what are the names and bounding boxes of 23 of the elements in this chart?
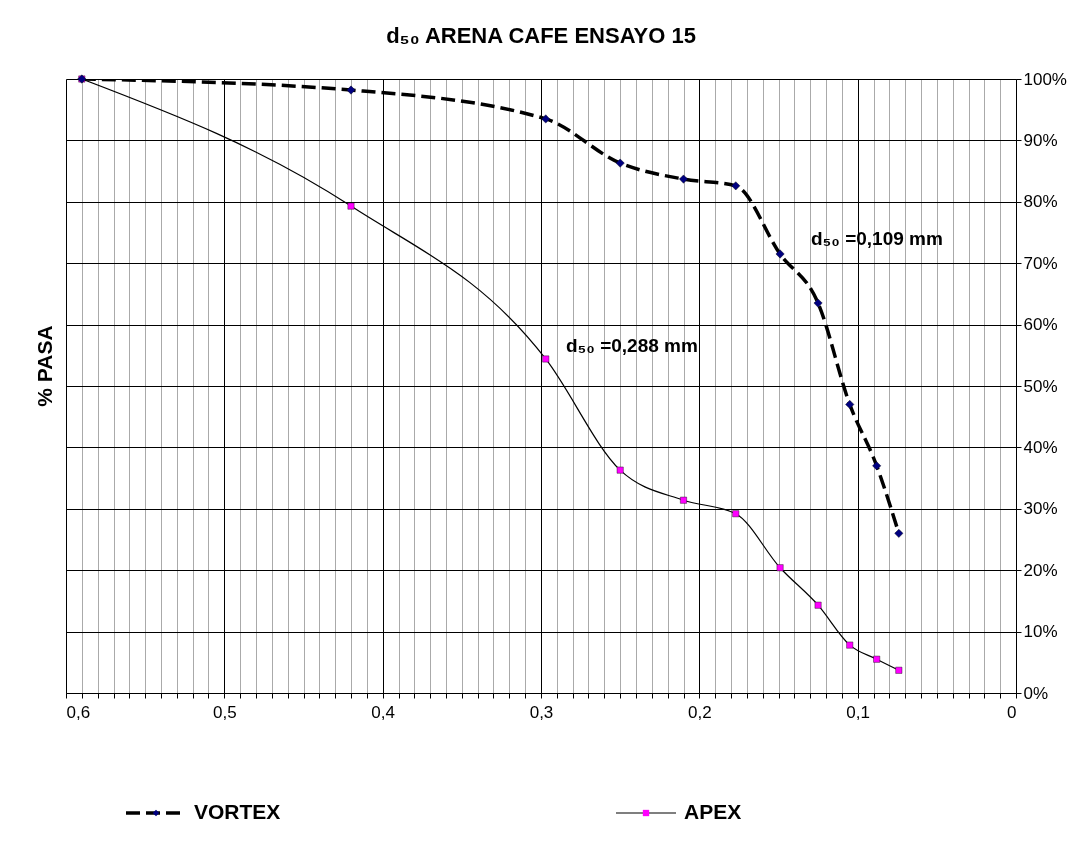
- x-tick-label: 0,6: [66, 702, 91, 722]
- y-tick-label: 100%: [1023, 69, 1067, 89]
- x-tick-label: 0,1: [846, 702, 870, 722]
- y-tick-label: 50%: [1023, 376, 1058, 396]
- y-tick-label: 90%: [1023, 130, 1058, 150]
- y-tick-label: 80%: [1023, 192, 1058, 212]
- y-tick-label: 70%: [1023, 253, 1058, 273]
- x-tick-label: 0,3: [529, 702, 554, 722]
- y-tick-label: 60%: [1023, 315, 1058, 335]
- x-tick-label: 0,4: [371, 702, 395, 722]
- y-tick-label: 0%: [1023, 683, 1049, 703]
- y-tick-label: 30%: [1023, 499, 1058, 519]
- y-tick-label: 20%: [1023, 560, 1058, 580]
- legend-label: APEX: [684, 800, 742, 823]
- x-tick-label: 0,5: [213, 702, 237, 722]
- y-axis-title: % PASA: [33, 325, 56, 407]
- x-tick-label: 0: [1007, 702, 1017, 722]
- y-tick-label: 40%: [1023, 437, 1058, 457]
- annotation: d₅₀ =0,288 mm: [566, 335, 698, 356]
- legend-label: VORTEX: [194, 800, 281, 823]
- x-tick-label: 0,2: [688, 702, 712, 722]
- y-tick-label: 10%: [1023, 622, 1058, 642]
- chart-title: d₅₀ ARENA CAFE ENSAYO 15: [386, 23, 696, 48]
